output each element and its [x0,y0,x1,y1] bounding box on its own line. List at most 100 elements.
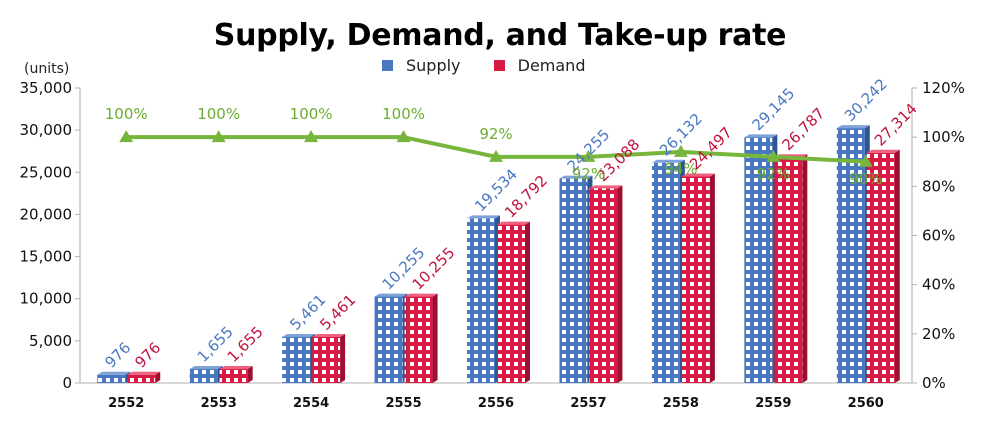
bar-supply-face [282,336,311,383]
x-tick-label: 2553 [201,396,237,411]
bar-demand-side [894,149,900,383]
bar-demand-top [404,293,438,297]
y-left-tick-label: 0 [62,374,72,392]
bar-supply-top [559,175,593,179]
legend-label-demand: Demand [517,56,586,75]
bar-supply-top [189,366,223,370]
bar-supply-top [374,293,408,297]
bar-demand [866,149,900,383]
x-tick-label: 2552 [108,396,144,411]
take-up-rate-marker [489,149,503,162]
data-label-take-up-rate: 90% [849,170,882,188]
x-tick-label: 2560 [848,396,884,411]
bar-supply-top [651,159,685,163]
y-left-tick-label: 35,000 [20,79,73,97]
bar-demand-face [127,374,156,383]
y-left-tick-label: 5,000 [29,332,72,350]
bar-demand-top [497,221,530,225]
y-right-tick-label: 0% [922,374,946,392]
bar-demand-side [525,221,530,383]
bar-demand-face [497,224,525,383]
y-left-tick-label: 15,000 [20,248,73,266]
bar-supply [836,125,870,383]
bar-demand-face [681,176,710,383]
bar-demand-face [866,152,895,383]
data-label-supply: 29,145 [748,84,798,134]
legend-label-supply: Supply [406,56,461,75]
bar-demand-face [404,296,433,383]
bar-demand-side [340,333,346,383]
bar-demand-side [155,371,161,383]
bar-supply [374,293,408,383]
y-right-tick-label: 20% [922,325,955,343]
data-label-demand: 27,314 [871,100,921,150]
bar-supply [467,215,500,383]
y-left-tick-label: 10,000 [20,290,73,308]
bar-supply-top [282,333,316,337]
bar-demand [312,333,346,383]
bar-supply [282,333,316,383]
x-tick-label: 2557 [570,396,606,411]
x-tick-label: 2555 [385,396,421,411]
bar-demand-top [219,366,253,370]
take-up-rate-marker [858,154,873,167]
bar-demand [774,154,808,383]
y-right-tick-label: 40% [922,276,955,294]
y-left-tick-label: 30,000 [20,121,73,139]
bar-demand-face [219,369,248,383]
take-up-rate-marker [211,130,226,143]
data-label-take-up-rate: 92% [572,165,605,183]
bar-supply-face [467,218,495,383]
bar-supply [97,371,131,383]
bar-supply-face [836,128,865,383]
take-up-rate-marker [119,130,134,143]
x-tick-label: 2554 [293,396,329,411]
bar-supply-top [836,125,870,129]
data-label-take-up-rate: 92% [479,125,512,143]
bar-demand [497,221,530,383]
take-up-rate-marker [304,130,319,143]
bar-demand-top [127,371,161,375]
y-right-tick-label: 120% [922,79,965,97]
x-tick-label: 2558 [663,396,699,411]
chart-title: Supply, Demand, and Take-up rate [213,18,787,53]
data-label-take-up-rate: 100% [105,105,148,123]
legend-swatch-supply [382,60,393,71]
x-tick-label: 2559 [755,396,791,411]
bar-demand-top [589,185,623,189]
legend-item-supply: Supply [382,56,461,75]
bar-demand-top [866,149,900,153]
y-right-tick-label: 80% [922,177,955,195]
bar-demand-side [247,366,253,383]
y-right-tick-label: 60% [922,227,955,245]
data-label-take-up-rate: 100% [290,105,333,123]
bar-demand-top [312,333,346,337]
x-tick-label: 2556 [478,396,514,411]
data-label-take-up-rate: 100% [382,105,425,123]
y-left-tick-label: 20,000 [20,205,73,223]
bar-demand [404,293,438,383]
bar-supply [189,366,223,383]
bar-supply-top [467,215,500,219]
bar-demand-side [802,154,808,383]
take-up-rate-marker [581,149,596,162]
bar-demand [127,371,161,383]
bar-demand-side [709,173,715,383]
bar-supply-face [559,178,588,383]
bar-supply-face [744,137,773,383]
bar-supply-face [651,162,680,383]
legend-item-demand: Demand [493,56,586,75]
data-label-demand: 976 [131,339,164,372]
data-label-demand: 26,787 [778,104,828,154]
bar-demand-face [589,188,618,383]
legend: Supply Demand [382,56,613,76]
bar-demand-side [432,293,438,383]
y-left-tick-label: 25,000 [20,163,73,181]
bar-supply [651,159,685,383]
units-label: (units) [24,61,70,77]
bar-demand-top [681,173,715,177]
bar-supply-face [97,374,126,383]
bar-supply-face [189,369,218,383]
bar-demand [219,366,253,383]
